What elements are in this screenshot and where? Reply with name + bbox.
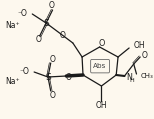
Text: O: O — [65, 74, 71, 82]
Text: Na⁺: Na⁺ — [6, 22, 20, 30]
Text: Na⁺: Na⁺ — [6, 77, 20, 87]
Text: ⁻O: ⁻O — [18, 8, 28, 17]
Text: O: O — [36, 35, 42, 45]
Text: OH: OH — [96, 102, 107, 111]
Text: O: O — [60, 30, 66, 40]
Text: Abs: Abs — [93, 63, 107, 69]
Text: ⁻O: ⁻O — [20, 67, 30, 75]
Text: O: O — [50, 91, 55, 99]
Text: N: N — [126, 74, 132, 82]
Text: O: O — [142, 50, 148, 60]
FancyBboxPatch shape — [91, 60, 109, 73]
Text: H: H — [129, 79, 134, 84]
Text: O: O — [98, 39, 105, 47]
Text: OH: OH — [134, 42, 145, 50]
Text: S: S — [45, 72, 51, 82]
Text: CH₃: CH₃ — [141, 73, 154, 79]
Text: O: O — [49, 2, 55, 10]
Text: O: O — [50, 55, 55, 64]
Text: S: S — [43, 18, 49, 27]
